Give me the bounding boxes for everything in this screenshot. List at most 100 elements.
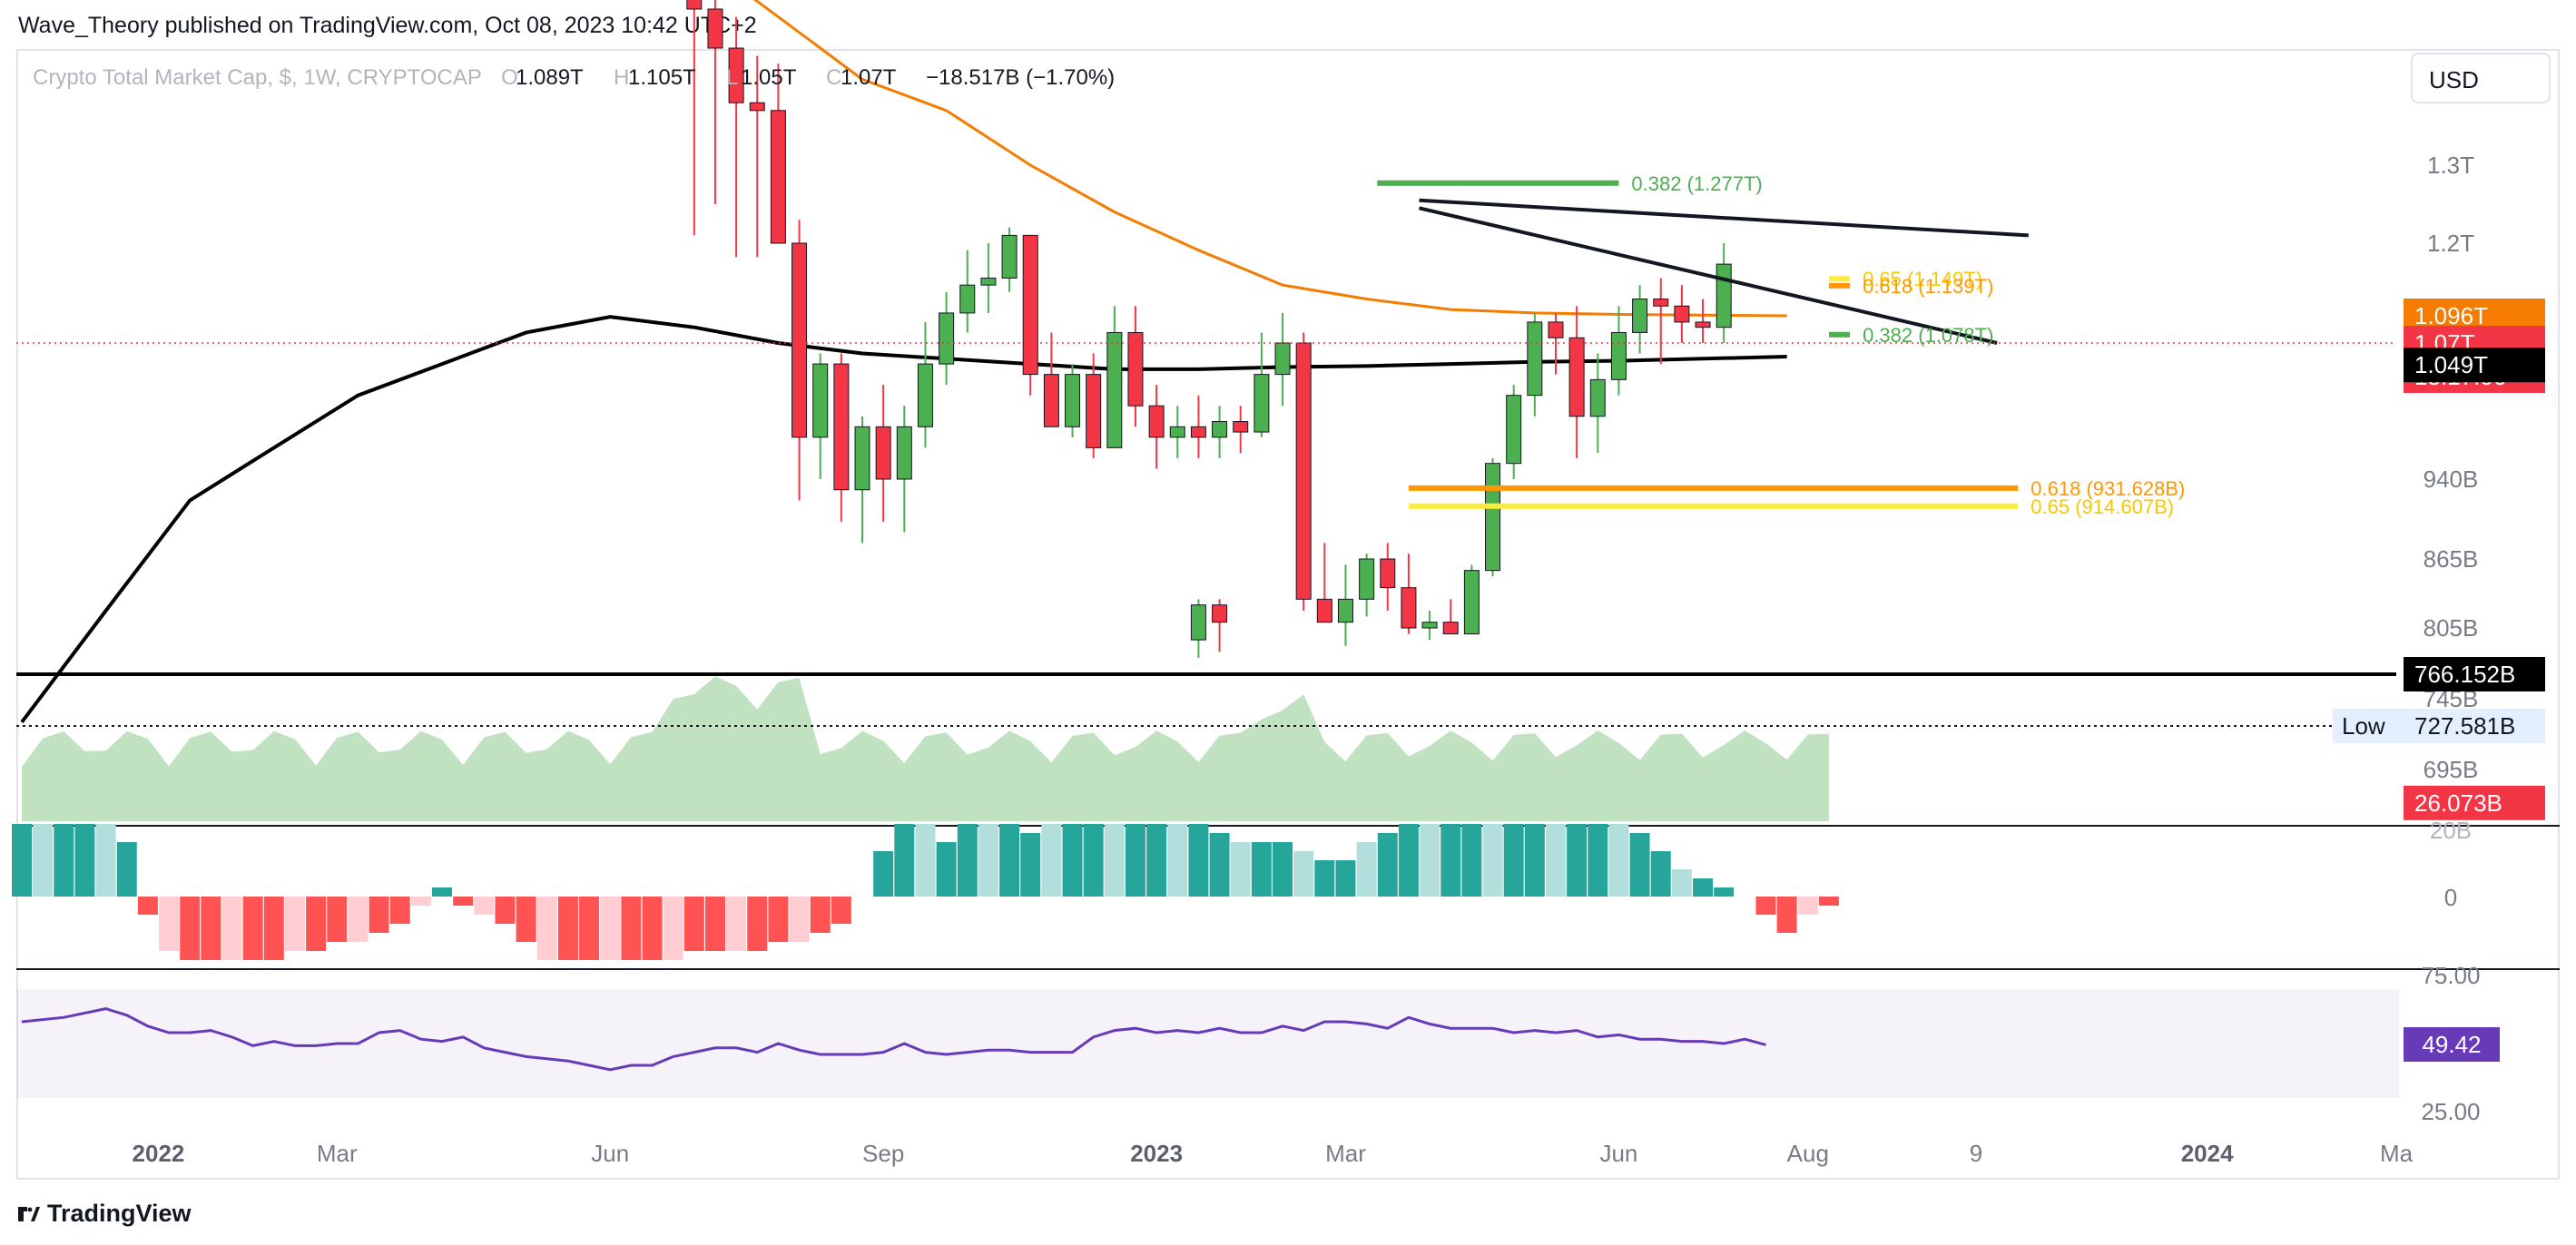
candles-layer [686,0,1732,658]
macd-bar [221,897,242,960]
candle-body [728,47,744,103]
time-tick: 9 [1970,1140,1982,1167]
macd-bar [873,851,894,897]
macd-bar [1650,851,1671,897]
macd-bar [474,897,495,915]
macd-bar [1293,851,1314,897]
candle-body [1190,604,1206,641]
macd-bar [789,897,810,942]
candle-body [1716,263,1732,328]
currency-button[interactable]: USD [2411,53,2551,103]
macd-bar [137,897,158,915]
macd-bar [54,824,74,897]
candle-body [1190,426,1206,438]
candle-body [1295,342,1312,600]
indicator-lines [20,0,1787,724]
candle-body [791,242,808,438]
axis-layer: 20B075.0025.001.3T1.2T940B865B805B745B69… [133,152,2481,1167]
macd-bar [1041,824,1062,897]
candle-body [939,312,955,365]
macd-bar [663,897,683,960]
candle-body [1359,558,1375,600]
symbol-label: Crypto Total Market Cap, $, 1W, CRYPTOCA… [33,65,482,90]
macd-bar [116,842,137,897]
price-tick: 805B [2424,614,2479,642]
candle-body [1674,305,1690,323]
fib-label: 0.382 (1.277T) [1631,172,1762,195]
time-tick: Sep [862,1140,904,1167]
ohlc-change: −18.517B (−1.70%) [926,65,1115,90]
macd-bar [1420,824,1440,897]
macd-bar [1671,869,1692,897]
time-tick: Ma [2380,1140,2414,1167]
low-prefix-box [2333,709,2404,743]
candle-body [917,363,933,427]
rsi-line [21,1007,1766,1072]
macd-bar [1524,824,1545,897]
chart-frame [16,49,2560,1180]
macd-bar [1818,897,1839,906]
macd-bar [1776,897,1797,933]
candle-body [1589,378,1606,417]
macd-bar [201,897,221,960]
candle-body [1043,374,1059,427]
macd-bar [1251,842,1272,897]
macd-bar [1567,824,1588,897]
candle-body [1065,374,1081,427]
macd-bar [1377,833,1398,897]
time-tick: 2024 [2181,1140,2234,1167]
ema50-line [752,0,1787,318]
candle-body [1022,234,1038,376]
macd-pane [12,824,1839,960]
candle-body [1485,463,1501,572]
rsi-axis-75: 75.00 [2421,962,2480,989]
candle-body [749,102,765,112]
macd-bar [1797,897,1818,915]
ma200-line [20,315,1787,724]
rsi-badge [2404,1027,2500,1062]
ohlc-value: 1.089T [516,65,584,90]
volume-layer [22,676,1829,821]
time-tick: 2023 [1130,1140,1183,1167]
price-badge [2404,657,2545,691]
rsi-pane [16,989,2399,1098]
candle-body [707,8,723,49]
macd-bar [284,897,305,951]
macd-bar [1273,842,1293,897]
time-tick: Jun [591,1140,629,1167]
macd-bar [621,897,642,960]
candle-body [1274,342,1291,376]
candle-body [1421,622,1438,629]
time-tick: Jun [1599,1140,1637,1167]
candle-body [896,426,912,480]
macd-bar [831,897,851,924]
macd-bar [306,897,327,951]
trendline-1 [1419,206,1998,345]
candle-body [1127,331,1144,407]
candle-body [1401,587,1417,629]
macd-bar [1398,824,1419,897]
macd-bar [1146,824,1167,897]
macd-bar [242,897,263,960]
macd-bar [747,897,768,951]
candle-body [980,277,997,286]
candle-body [1316,598,1332,623]
ohlc-value: 1.07T [841,65,897,90]
fib-label: 0.65 (914.607B) [2030,495,2174,518]
macd-axis-zero: 0 [2444,884,2457,911]
candle-body [1527,321,1543,397]
macd-bar [1314,860,1335,897]
macd-bar [579,897,600,960]
macd-bar [1188,824,1209,897]
candle-body [1254,374,1270,433]
candle-body [1632,299,1648,333]
macd-bar [1629,833,1650,897]
macd-bar [1693,878,1714,897]
ohlc-key: L [726,65,738,90]
macd-bar [726,897,747,951]
candle-body [959,284,976,314]
candle-body [875,426,891,480]
price-tick: 1.3T [2427,152,2474,179]
brand-name: TradingView [47,1200,192,1227]
